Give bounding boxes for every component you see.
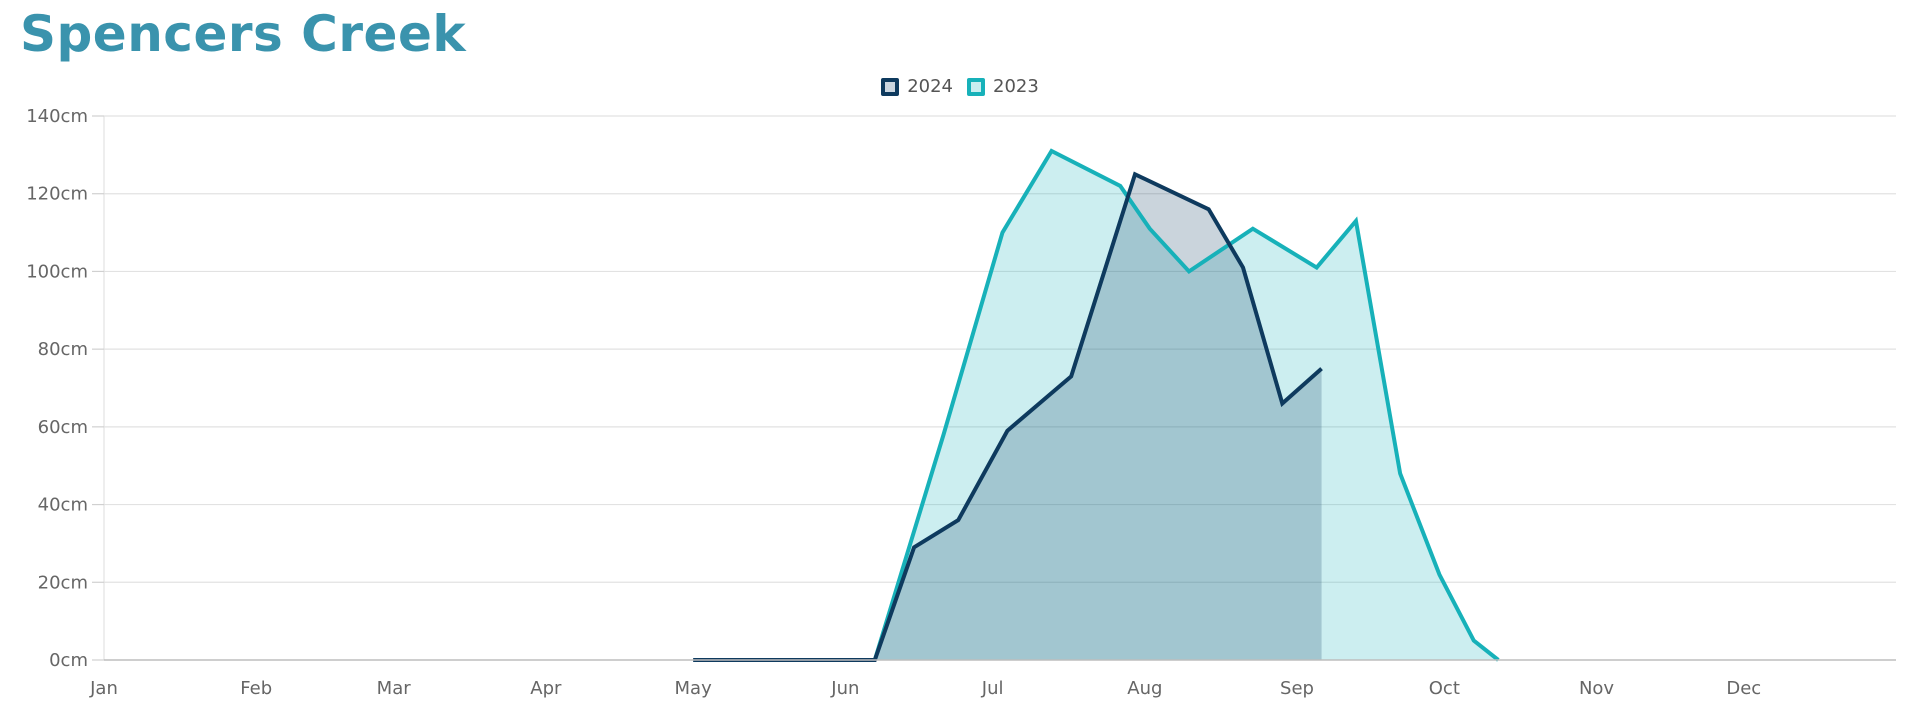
- grid-lines: [104, 115, 1896, 583]
- y-tick-label: 0cm: [49, 650, 88, 671]
- chart-title: Spencers Creek: [20, 5, 467, 63]
- y-tick-label: 20cm: [38, 572, 88, 593]
- line-2023[interactable]: [872, 148, 1500, 662]
- series-areas: [693, 150, 1499, 661]
- x-tick-label: Jun: [830, 678, 859, 699]
- y-tick-label: 120cm: [26, 184, 88, 205]
- legend-item-2024[interactable]: 2024: [881, 76, 953, 97]
- x-tick-label: Sep: [1280, 678, 1314, 699]
- x-tick-label: Aug: [1127, 678, 1162, 699]
- y-tick-label: 80cm: [38, 339, 88, 360]
- x-tick-label: Nov: [1579, 678, 1614, 699]
- legend-item-2023[interactable]: 2023: [967, 76, 1039, 97]
- x-tick-label: Dec: [1726, 678, 1761, 699]
- axes: [103, 116, 1896, 661]
- x-tick-label: Jan: [89, 678, 118, 699]
- x-tick-label: Jul: [981, 678, 1004, 699]
- y-axis-ticks: 0cm 20cm 40cm 60cm 80cm 100cm 120cm 140cm: [26, 106, 104, 671]
- legend: 2024 2023: [0, 76, 1920, 97]
- line-2024[interactable]: [693, 171, 1323, 662]
- legend-label-2023: 2023: [993, 76, 1039, 97]
- y-tick-label: 60cm: [38, 417, 88, 438]
- area-2023: [874, 150, 1499, 660]
- legend-label-2024: 2024: [907, 76, 953, 97]
- x-tick-label: May: [675, 678, 713, 699]
- x-tick-label: Mar: [377, 678, 412, 699]
- series-lines: [693, 148, 1500, 662]
- x-axis-ticks: Jan Feb Mar Apr May Jun Jul Aug Sep Oct Nov Dec: [89, 678, 1761, 699]
- y-tick-label: 140cm: [26, 106, 88, 127]
- x-tick-label: Feb: [240, 678, 272, 699]
- legend-swatch-2023: [967, 77, 985, 96]
- y-tick-label: 40cm: [38, 495, 88, 516]
- y-tick-label: 100cm: [26, 261, 88, 282]
- legend-swatch-2024: [881, 77, 900, 96]
- area-2024: [693, 174, 1322, 661]
- x-tick-label: Oct: [1429, 678, 1460, 699]
- x-tick-label: Apr: [530, 678, 562, 699]
